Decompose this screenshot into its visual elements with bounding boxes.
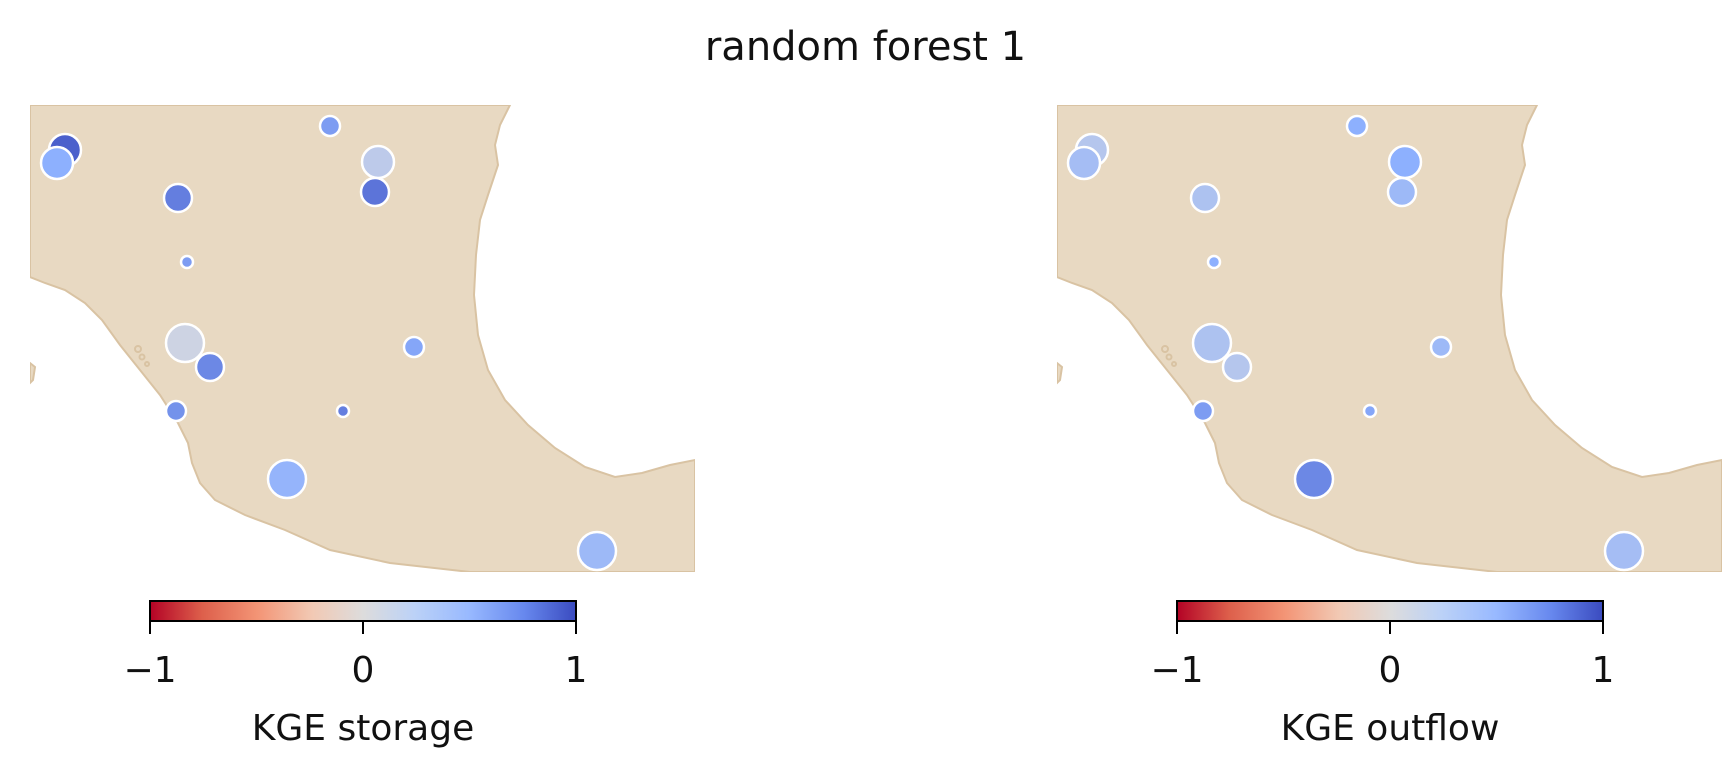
- land-mexico: [30, 105, 695, 572]
- colorbar-tick: [1602, 622, 1604, 634]
- map-svg-outflow: [1057, 105, 1722, 572]
- baja-tip: [30, 361, 37, 385]
- station-marker: [164, 322, 206, 364]
- station-marker: [1387, 144, 1423, 180]
- colorbar-tick-label: 0: [1378, 650, 1402, 691]
- station-marker: [318, 114, 342, 138]
- station-layer: [39, 114, 618, 572]
- colorbar-tick: [1176, 622, 1178, 634]
- station-marker: [1293, 458, 1335, 500]
- station-marker: [162, 182, 194, 214]
- station-marker: [1429, 335, 1453, 359]
- map-svg-storage: [30, 105, 695, 572]
- colorbar-tick: [362, 622, 364, 634]
- station-marker: [402, 335, 426, 359]
- station-marker: [1191, 322, 1233, 364]
- colorbar-label: KGE storage: [251, 708, 475, 749]
- station-marker: [1206, 254, 1222, 270]
- colorbar-tick-label: 0: [351, 650, 375, 691]
- baja-tip: [1057, 361, 1064, 385]
- colorbar-tick: [1389, 622, 1391, 634]
- station-marker: [359, 176, 391, 208]
- colorbar-tick: [575, 622, 577, 634]
- colorbar-tick-label: 1: [1591, 650, 1615, 691]
- station-marker: [164, 399, 188, 423]
- station-marker: [1386, 176, 1418, 208]
- colorbar-label: KGE outflow: [1280, 708, 1500, 749]
- station-marker: [1362, 403, 1378, 419]
- station-marker: [576, 530, 618, 572]
- islet: [1165, 353, 1173, 361]
- station-marker: [360, 144, 396, 180]
- islet: [138, 353, 146, 361]
- station-marker: [1189, 182, 1221, 214]
- station-marker: [266, 458, 308, 500]
- colorbar-tick: [149, 622, 151, 634]
- station-marker: [194, 351, 226, 383]
- figure-title: random forest 1: [704, 24, 1027, 70]
- colorbar-outflow: −1 0 1 KGE outflow: [1150, 600, 1614, 750]
- station-marker: [179, 254, 195, 270]
- colorbar-gradient: [1176, 600, 1604, 622]
- station-marker: [1221, 351, 1253, 383]
- colorbar-storage: −1 0 1 KGE storage: [123, 600, 587, 750]
- colorbar-tick-label: −1: [1150, 650, 1204, 691]
- station-marker: [1345, 114, 1369, 138]
- station-marker: [39, 145, 75, 181]
- station-layer: [1066, 114, 1645, 572]
- colorbar-gradient: [149, 600, 577, 622]
- station-marker: [1066, 145, 1102, 181]
- islet: [134, 345, 142, 353]
- station-marker: [1603, 530, 1645, 572]
- map-panel-storage: [30, 105, 695, 572]
- station-marker: [335, 403, 351, 419]
- colorbar-tick-label: −1: [123, 650, 177, 691]
- islet: [1161, 345, 1169, 353]
- map-panel-outflow: [1057, 105, 1722, 572]
- station-marker: [1191, 399, 1215, 423]
- islet: [1171, 361, 1177, 367]
- colorbar-tick-label: 1: [564, 650, 588, 691]
- islet: [144, 361, 150, 367]
- land-mexico: [1057, 105, 1722, 572]
